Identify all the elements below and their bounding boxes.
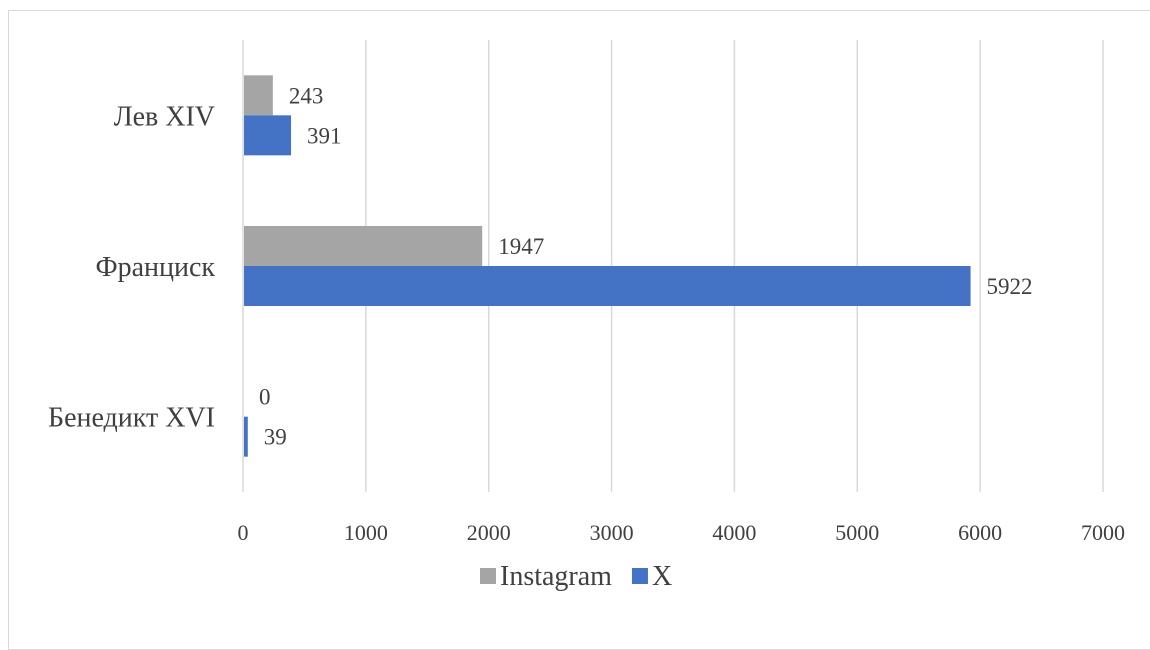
bar-instagram: [244, 75, 273, 116]
bar-x: [244, 266, 971, 306]
bar-chart: 0 1000 2000 3000 4000 5000 6000 7000 Лев XIV Фра…: [48, 40, 1126, 592]
bar-x: [244, 416, 248, 457]
category-axis: Лев XIV Франциск Бенедикт XVI: [48, 101, 215, 433]
x-tick-label: 6000: [958, 520, 1002, 545]
x-tick-label: 4000: [712, 520, 756, 545]
bar-instagram: [244, 226, 483, 266]
x-tick-label: 5000: [835, 520, 879, 545]
x-tick-label: 2000: [467, 520, 511, 545]
legend-swatch-instagram: [480, 568, 496, 584]
data-label: 243: [289, 83, 324, 108]
data-label: 39: [264, 425, 287, 450]
legend: Instagram X: [480, 561, 672, 592]
data-label: 5922: [987, 274, 1033, 299]
chart-frame: 0 1000 2000 3000 4000 5000 6000 7000 Лев XIV Фра…: [8, 10, 1150, 650]
legend-label: Instagram: [500, 561, 612, 592]
bar-x: [244, 115, 292, 156]
x-tick-label: 1000: [344, 520, 388, 545]
category-label: Франциск: [95, 252, 215, 283]
category-label: Бенедикт XVI: [48, 403, 215, 434]
data-label: 391: [307, 123, 342, 148]
x-axis: 0 1000 2000 3000 4000 5000 6000 7000: [238, 520, 1126, 545]
data-labels: 243 391 1947 5922 0 39: [259, 83, 1033, 449]
category-label: Лев XIV: [114, 101, 215, 132]
x-tick-label: 0: [238, 520, 249, 545]
x-tick-label: 3000: [590, 520, 634, 545]
x-tick-label: 7000: [1081, 520, 1125, 545]
data-label: 0: [259, 385, 271, 410]
data-label: 1947: [498, 234, 544, 259]
legend-label: X: [652, 561, 672, 592]
bars: [244, 75, 971, 457]
legend-swatch-x: [631, 568, 648, 584]
